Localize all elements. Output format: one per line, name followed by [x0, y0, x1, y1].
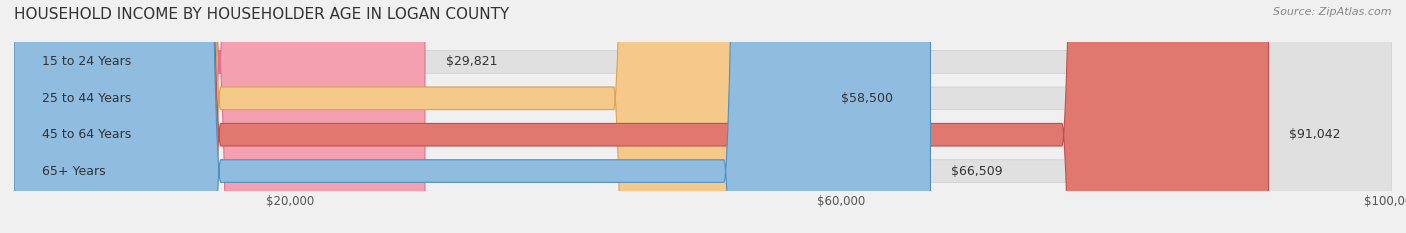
Text: $58,500: $58,500 — [841, 92, 893, 105]
Text: 65+ Years: 65+ Years — [42, 164, 105, 178]
FancyBboxPatch shape — [14, 0, 1268, 233]
FancyBboxPatch shape — [14, 0, 1392, 233]
FancyBboxPatch shape — [14, 0, 931, 233]
Text: 15 to 24 Years: 15 to 24 Years — [42, 55, 131, 69]
Text: Source: ZipAtlas.com: Source: ZipAtlas.com — [1274, 7, 1392, 17]
Text: 25 to 44 Years: 25 to 44 Years — [42, 92, 131, 105]
FancyBboxPatch shape — [14, 0, 425, 233]
Text: $29,821: $29,821 — [446, 55, 498, 69]
Text: HOUSEHOLD INCOME BY HOUSEHOLDER AGE IN LOGAN COUNTY: HOUSEHOLD INCOME BY HOUSEHOLDER AGE IN L… — [14, 7, 509, 22]
Text: $66,509: $66,509 — [950, 164, 1002, 178]
FancyBboxPatch shape — [14, 0, 1392, 233]
FancyBboxPatch shape — [14, 0, 1392, 233]
FancyBboxPatch shape — [14, 0, 1392, 233]
Text: 45 to 64 Years: 45 to 64 Years — [42, 128, 131, 141]
Text: $91,042: $91,042 — [1289, 128, 1341, 141]
FancyBboxPatch shape — [14, 0, 820, 233]
